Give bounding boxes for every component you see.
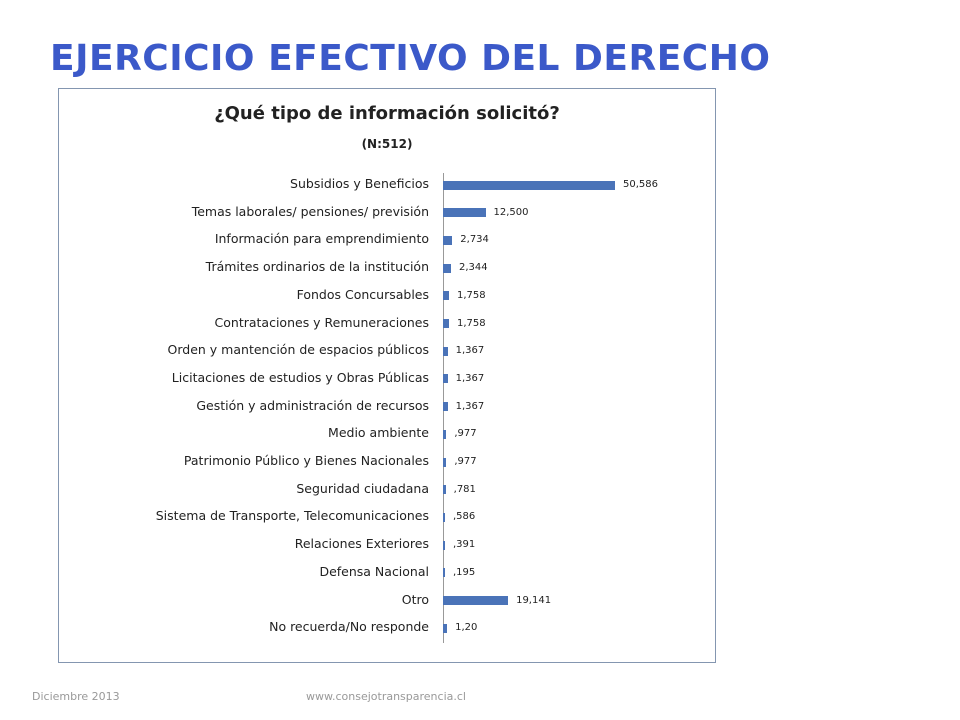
slide-title: EJERCICIO EFECTIVO DEL DERECHO bbox=[50, 38, 771, 79]
bar bbox=[443, 402, 448, 412]
category-label: Seguridad ciudadana bbox=[296, 480, 429, 496]
category-label: Contrataciones y Remuneraciones bbox=[214, 314, 429, 330]
bar bbox=[443, 180, 615, 190]
category-label: Orden y mantención de espacios públicos bbox=[167, 342, 429, 358]
bar bbox=[443, 319, 449, 328]
chart-area: ¿Qué tipo de información solicitó? (N:51… bbox=[58, 88, 716, 663]
bar bbox=[443, 374, 448, 384]
category-label: Gestión y administración de recursos bbox=[196, 397, 429, 413]
category-label: Licitaciones de estudios y Obras Pública… bbox=[171, 369, 429, 385]
data-label: 1,758 bbox=[456, 317, 486, 329]
category-label: Relaciones Exteriores bbox=[294, 536, 429, 552]
data-label: ,781 bbox=[453, 483, 476, 495]
bar bbox=[443, 429, 447, 439]
category-label: Sistema de Transporte, Telecomunicacione… bbox=[155, 508, 429, 524]
bar bbox=[443, 596, 509, 605]
data-label: ,586 bbox=[453, 511, 476, 523]
chart-title: ¿Qué tipo de información solicitó? bbox=[214, 103, 560, 124]
data-label: 2,734 bbox=[460, 234, 489, 246]
data-label: ,195 bbox=[453, 566, 476, 578]
chart-subtitle: (N:512) bbox=[361, 137, 413, 151]
data-label: 1,367 bbox=[455, 345, 485, 357]
category-label: Medio ambiente bbox=[328, 425, 429, 441]
bar bbox=[443, 568, 445, 578]
data-label: ,977 bbox=[454, 456, 477, 467]
bar bbox=[443, 540, 445, 550]
category-label: Patrimonio Público y Bienes Nacionales bbox=[183, 453, 429, 468]
bar bbox=[443, 235, 453, 245]
data-label: ,977 bbox=[454, 428, 477, 440]
bar bbox=[443, 291, 449, 301]
bar bbox=[443, 346, 448, 356]
category-label: Otro bbox=[401, 591, 429, 607]
category-label: Defensa Nacional bbox=[319, 563, 429, 579]
bar bbox=[443, 623, 448, 633]
bar bbox=[443, 512, 445, 522]
data-label: ,391 bbox=[453, 539, 476, 551]
data-label: 50,586 bbox=[622, 179, 658, 190]
category-label: Subsidios y Beneficios bbox=[290, 176, 429, 191]
category-label: Temas laborales/ pensiones/ previsión bbox=[191, 203, 429, 219]
footer-date: Diciembre 2013 bbox=[32, 690, 120, 703]
bar bbox=[443, 485, 446, 495]
data-label: 2,344 bbox=[458, 262, 488, 274]
data-label: 19,141 bbox=[516, 594, 552, 606]
category-label: Información para emprendimiento bbox=[214, 231, 429, 247]
bar bbox=[443, 208, 486, 218]
category-label: Trámites ordinarios de la institución bbox=[205, 259, 429, 275]
category-label: No recuerda/No responde bbox=[269, 619, 429, 635]
data-label: 12,500 bbox=[493, 206, 529, 218]
category-label: Fondos Concursables bbox=[296, 286, 429, 302]
data-label: 1,20 bbox=[455, 622, 478, 634]
footer-url: www.consejotransparencia.cl bbox=[306, 690, 466, 703]
data-label: 1,367 bbox=[455, 400, 485, 412]
bar bbox=[443, 263, 451, 273]
data-label: 1,758 bbox=[456, 289, 486, 301]
bar bbox=[443, 457, 447, 467]
data-label: 1,367 bbox=[455, 372, 485, 384]
